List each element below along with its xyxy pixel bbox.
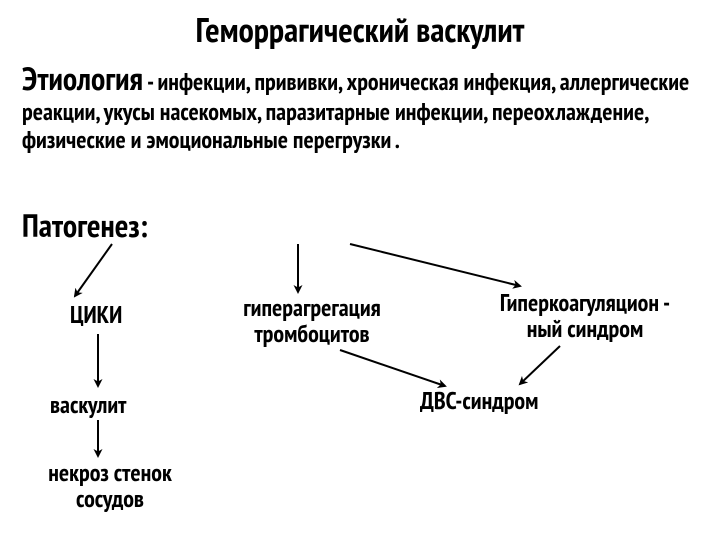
etiology-lead: Этиология xyxy=(22,57,143,99)
slide-title: Геморрагический васкулит xyxy=(0,8,720,52)
node-dic: ДВС-синдром xyxy=(420,388,538,414)
slide: Геморрагический васкулит Этиология - инф… xyxy=(0,0,720,540)
pathogenesis-label: Патогенез: xyxy=(22,204,148,246)
arrow-pathogenesis-hypercoag xyxy=(350,244,520,286)
node-hypercoag: Гиперкоагуляцион - ный синдром xyxy=(470,290,700,343)
node-hyperaggr-l2: тромбоцитов xyxy=(254,318,369,349)
etiology-block: Этиология - инфекции, прививки, хроничес… xyxy=(22,60,698,154)
node-cik: ЦИКИ xyxy=(70,302,122,328)
node-necrosis-l2: сосудов xyxy=(76,483,144,514)
arrow-hyperaggr-dic xyxy=(340,350,445,386)
etiology-dash: - xyxy=(143,66,157,97)
node-hyperaggr: гиперагрегация тромбоцитов xyxy=(222,295,402,348)
node-necrosis: некроз стенок сосудов xyxy=(25,460,195,513)
node-vasculitis: васкулит xyxy=(50,392,126,418)
arrow-pathogenesis-cik xyxy=(75,244,112,296)
node-hypercoag-l2: ный синдром xyxy=(527,313,644,344)
arrow-hypercoag-dic xyxy=(520,346,560,384)
